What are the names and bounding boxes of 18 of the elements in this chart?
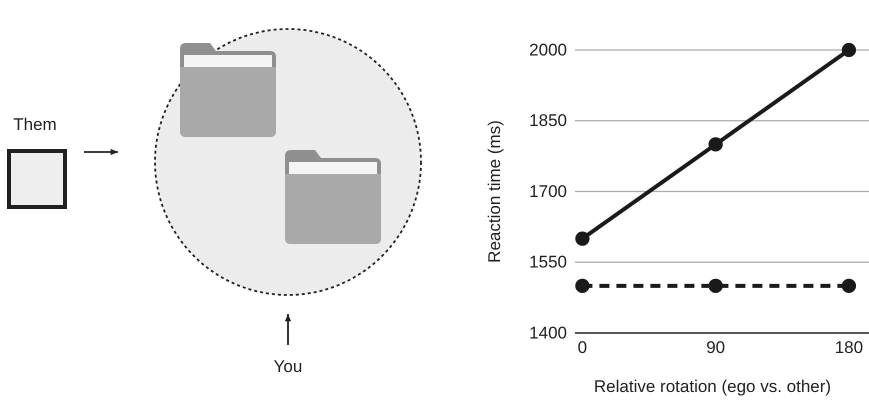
y-axis-title: Reaction time (ms) bbox=[485, 120, 504, 263]
text: Them bbox=[13, 115, 57, 134]
text: You bbox=[274, 357, 302, 376]
point bbox=[842, 42, 856, 58]
point bbox=[708, 137, 723, 152]
x-axis-title: Relative rotation (ego vs. other) bbox=[594, 377, 832, 396]
y-tick-label: 1400 bbox=[529, 323, 567, 342]
point bbox=[575, 232, 590, 246]
y-tick-label: 2000 bbox=[529, 40, 567, 60]
y-tick-label: 1850 bbox=[529, 111, 567, 130]
point bbox=[575, 278, 590, 293]
point bbox=[708, 278, 723, 293]
x-tick-label: 180 bbox=[834, 338, 864, 358]
x-tick-label: 0 bbox=[578, 338, 588, 358]
y-tick-label: 1550 bbox=[529, 252, 567, 272]
y-tick-label: 1700 bbox=[529, 182, 567, 201]
point bbox=[842, 278, 856, 293]
x-tick-label: 90 bbox=[706, 338, 726, 358]
